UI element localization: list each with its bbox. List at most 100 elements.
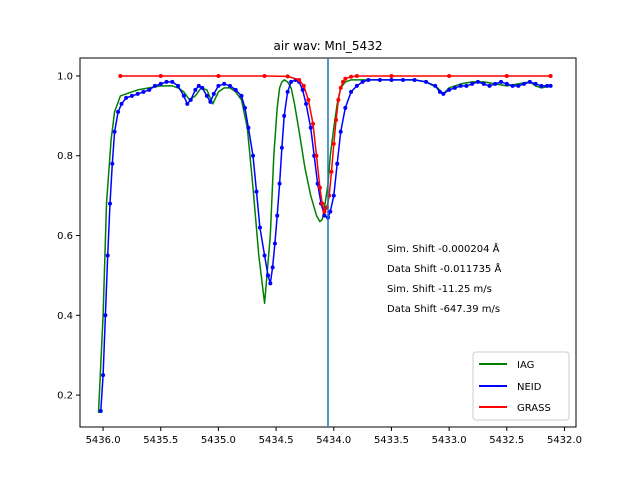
data-point-neid [447, 87, 452, 92]
data-point-neid [510, 83, 515, 88]
data-point-neid [254, 189, 259, 194]
data-point-grass [331, 141, 336, 146]
data-point-neid [257, 225, 262, 230]
data-point-neid [377, 77, 382, 82]
data-point-neid [262, 253, 267, 258]
data-point-neid [349, 89, 354, 94]
data-point-neid [233, 87, 238, 92]
data-point-grass [447, 73, 452, 78]
data-point-neid [548, 83, 553, 88]
data-point-grass [322, 209, 327, 214]
data-point-neid [366, 77, 371, 82]
data-point-neid [522, 81, 527, 86]
data-point-neid [504, 81, 509, 86]
data-point-grass [118, 73, 123, 78]
data-point-grass [340, 79, 345, 84]
data-point-neid [246, 125, 251, 130]
data-point-neid [227, 83, 232, 88]
data-point-grass [216, 73, 221, 78]
data-point-neid [268, 281, 273, 286]
data-point-neid [441, 91, 446, 96]
data-point-neid [338, 129, 343, 134]
data-point-grass [158, 73, 163, 78]
y-tick-label: 1.0 [57, 71, 73, 82]
y-tick-label: 0.6 [57, 231, 73, 242]
data-point-neid [481, 81, 486, 86]
data-point-neid [452, 85, 457, 90]
x-tick-label: 5435.0 [201, 435, 236, 446]
data-point-neid [239, 93, 244, 98]
x-tick-label: 5433.0 [432, 435, 467, 446]
data-point-neid [193, 87, 198, 92]
data-point-neid [116, 109, 121, 114]
data-point-grass [354, 73, 359, 78]
data-point-neid [103, 313, 108, 318]
data-point-neid [196, 83, 201, 88]
annotation-sim-shift-velocity: Sim. Shift -11.25 m/s [387, 284, 492, 295]
series-layer [97, 73, 553, 414]
data-point-neid [204, 93, 209, 98]
data-point-neid [437, 89, 442, 94]
data-point-grass [297, 77, 302, 82]
annotation-data-shift-angstrom: Data Shift -0.011735 Å [387, 262, 501, 275]
x-tick-label: 5432.5 [489, 435, 524, 446]
data-point-grass [349, 74, 354, 79]
data-point-neid [545, 83, 550, 88]
data-point-neid [242, 105, 247, 110]
data-point-neid [266, 273, 271, 278]
x-axis: 5436.0 5435.5 5435.0 5434.5 5434.0 5433.5 5433… [86, 427, 582, 446]
data-point-neid [158, 81, 163, 86]
data-point-neid [129, 93, 134, 98]
data-point-neid [475, 79, 480, 84]
data-point-neid [499, 79, 504, 84]
data-point-neid [112, 129, 117, 134]
data-point-neid [533, 81, 538, 86]
y-tick-label: 0.2 [57, 391, 73, 402]
x-tick-label: 5434.5 [259, 435, 294, 446]
series-line-iag [97, 79, 551, 414]
data-point-neid [119, 101, 124, 106]
data-point-neid [105, 253, 110, 258]
data-point-neid [493, 81, 498, 86]
data-point-neid [300, 87, 305, 92]
chart-title: air wav: MnI_5432 [274, 39, 383, 53]
data-point-grass [336, 97, 341, 102]
data-point-neid [277, 181, 282, 186]
data-point-grass [329, 169, 334, 174]
data-point-neid [516, 83, 521, 88]
data-point-grass [262, 73, 267, 78]
x-tick-label: 5436.0 [86, 435, 121, 446]
data-point-neid [270, 265, 275, 270]
data-point-neid [135, 91, 140, 96]
data-point-neid [487, 83, 492, 88]
data-point-neid [110, 161, 115, 166]
data-point-neid [279, 145, 284, 150]
data-point-grass [311, 121, 316, 126]
data-point-neid [101, 373, 106, 378]
y-tick-label: 0.8 [57, 151, 73, 162]
data-point-neid [98, 409, 103, 414]
data-point-neid [315, 181, 320, 186]
data-point-grass [314, 153, 319, 158]
data-point-neid [322, 213, 327, 218]
data-point-neid [216, 83, 221, 88]
data-point-grass [306, 97, 311, 102]
data-point-grass [338, 85, 343, 90]
annotation-sim-shift-angstrom: Sim. Shift -0.000204 Å [387, 242, 500, 255]
data-point-neid [275, 213, 280, 218]
data-point-neid [282, 113, 287, 118]
x-tick-label: 5433.5 [374, 435, 409, 446]
data-point-neid [107, 201, 112, 206]
data-point-neid [222, 81, 227, 86]
data-point-neid [272, 241, 277, 246]
legend-box [472, 351, 570, 421]
data-point-neid [354, 83, 359, 88]
data-point-neid [470, 81, 475, 86]
data-point-neid [308, 125, 313, 130]
data-point-neid [188, 97, 193, 102]
data-point-neid [539, 83, 544, 88]
data-point-grass [301, 83, 306, 88]
data-point-grass [317, 185, 322, 190]
data-point-neid [433, 83, 438, 88]
